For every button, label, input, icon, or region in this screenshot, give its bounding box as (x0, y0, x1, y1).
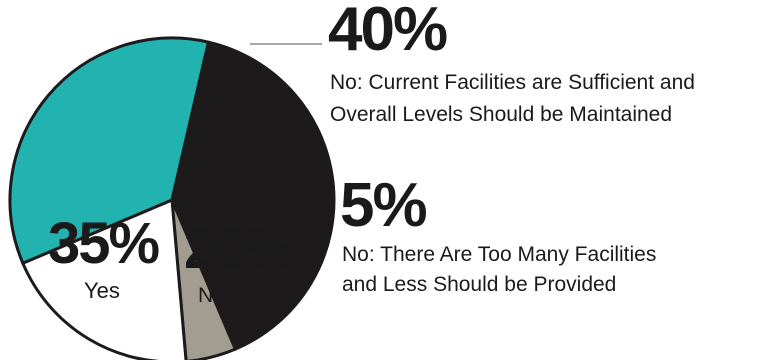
slice-not-sure-label: Not Sure (198, 284, 281, 307)
callout-maintain-line1: No: Current Facilities are Sufficient an… (330, 71, 695, 94)
callout-too-many-line2: and Less Should be Provided (342, 273, 617, 296)
slice-yes (8, 36, 211, 266)
slice-not-sure-percent: 20% (184, 216, 296, 281)
slice-yes-label: Yes (84, 278, 120, 303)
pie-slices (8, 36, 336, 360)
callout-maintain-line2: Overall Levels Should be Maintained (330, 103, 673, 126)
callout-maintain-percent: 40% (328, 0, 448, 64)
callout-too-many-percent: 5% (340, 171, 428, 240)
slice-not-sure (20, 197, 188, 360)
slice-yes-percent: 35% (48, 211, 160, 276)
callout-too-many-line1: No: There Are Too Many Facilities (342, 243, 657, 266)
slice-too-many (170, 199, 238, 360)
slice-maintain (170, 40, 336, 352)
